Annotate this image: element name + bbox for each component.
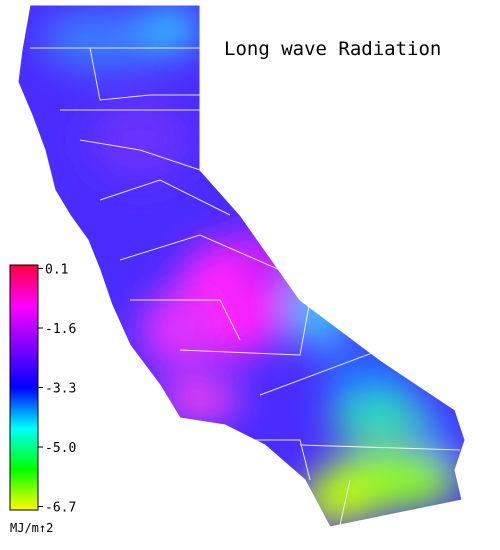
map-title: Long wave Radiation <box>224 38 441 60</box>
colorbar-tick-label: 0.1 <box>45 263 68 278</box>
colorbar-tick-label: -5.0 <box>45 441 76 456</box>
colorbar-unit: MJ/m↑2 <box>10 521 53 535</box>
colorbar-tick-label: -3.3 <box>45 382 76 397</box>
state-outline <box>17 4 466 528</box>
colorbar-tick-label: -1.6 <box>45 322 76 337</box>
colorbar <box>9 264 39 511</box>
colorbar-tick-label: -6.7 <box>45 501 76 516</box>
